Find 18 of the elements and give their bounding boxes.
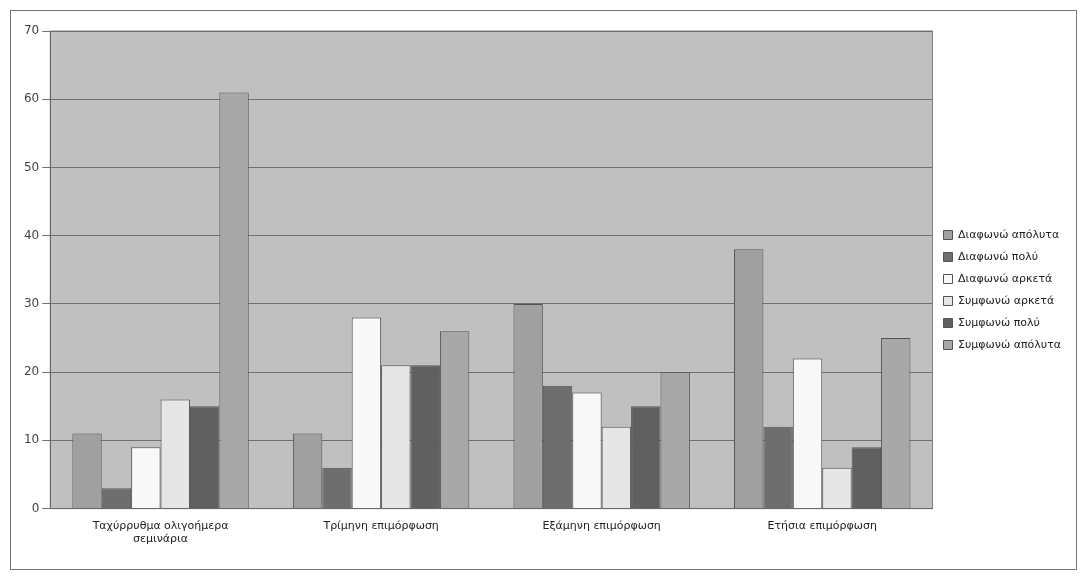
legend-label: Συμφωνώ αρκετά — [958, 293, 1055, 307]
legend-label: Διαφωνώ απόλυτα — [958, 227, 1060, 241]
y-tick-label: 20 — [23, 364, 40, 379]
y-tick-label: 30 — [23, 296, 40, 311]
y-tick-label: 0 — [31, 500, 40, 515]
legend-label: Συμφωνώ πολύ — [958, 315, 1040, 329]
y-tick-label: 10 — [23, 432, 40, 447]
x-tick-label: Ταχύρρυθμα ολιγοήμερα σεμινάρια — [91, 519, 229, 546]
y-tick-label: 40 — [23, 227, 40, 242]
y-tick-label: 70 — [23, 23, 40, 38]
legend-label: Συμφωνώ απόλυτα — [958, 337, 1062, 351]
x-tick-label: Τρίμηνη επιμόρφωση — [322, 519, 439, 533]
legend-label: Διαφωνώ αρκετά — [958, 271, 1053, 285]
y-tick-label: 60 — [23, 91, 40, 106]
y-tick-label: 50 — [23, 159, 40, 174]
legend-label: Διαφωνώ πολύ — [958, 249, 1039, 263]
x-tick-label: Εξάμηνη επιμόρφωση — [542, 519, 661, 533]
x-tick-label: Ετήσια επιμόρφωση — [767, 519, 877, 533]
